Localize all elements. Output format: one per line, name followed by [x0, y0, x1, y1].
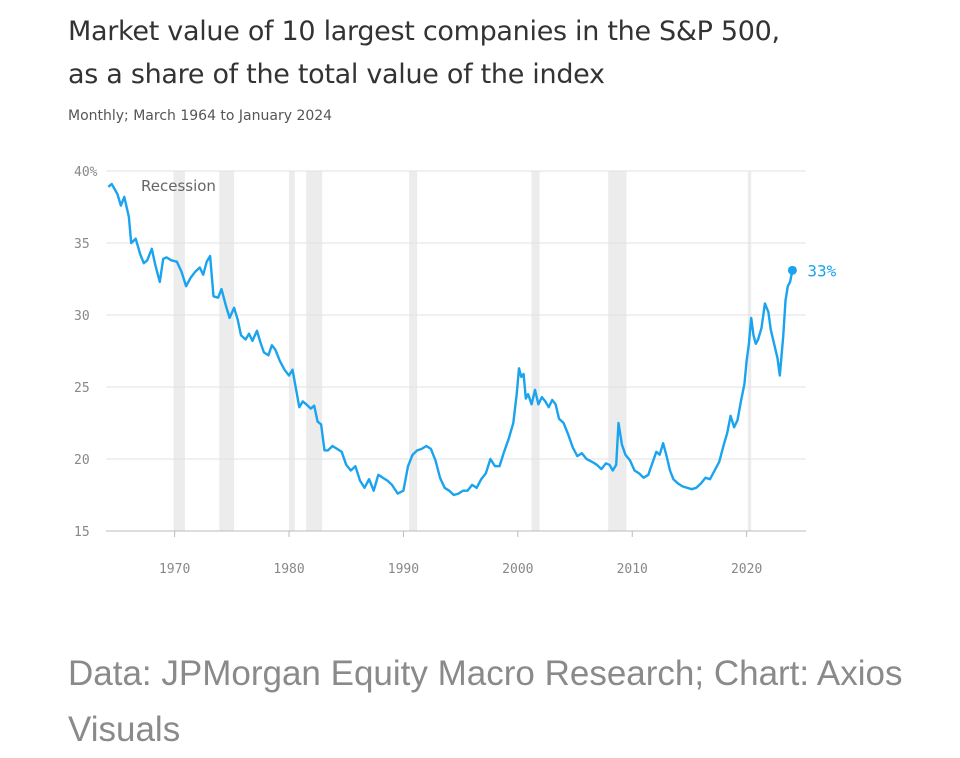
y-tick-label: 40% — [74, 165, 98, 180]
chart-title-line-2: as a share of the total value of the ind… — [68, 59, 605, 90]
y-tick-label: 15 — [74, 525, 90, 540]
x-tick-label: 1980 — [273, 562, 304, 577]
end-value-label: 33% — [807, 261, 836, 280]
recession-band — [608, 171, 627, 531]
recession-band — [306, 171, 323, 531]
chart-title: Market value of 10 largest companies in … — [68, 10, 928, 96]
x-tick-label: 2000 — [502, 562, 533, 577]
axis-labels: 15 20 25 30 35 40% 1970 1980 1990 2000 2010 2020 — [74, 165, 762, 577]
chart-subtitle: Monthly; March 1964 to January 2024 — [68, 108, 333, 124]
y-tick-label: 20 — [74, 453, 90, 468]
recession-band — [409, 171, 418, 531]
x-tick-label: 1990 — [388, 562, 419, 577]
gridlines — [106, 170, 806, 537]
recession-band — [747, 171, 752, 531]
y-tick-label: 30 — [74, 309, 90, 324]
recession-band — [173, 171, 185, 531]
x-tick-label: 2010 — [617, 562, 648, 577]
chart-title-line-1: Market value of 10 largest companies in … — [68, 16, 780, 47]
y-tick-label: 35 — [74, 237, 90, 252]
recession-band — [289, 171, 295, 531]
source-note: Data: JPMorgan Equity Macro Research; Ch… — [68, 654, 903, 749]
recession-band — [531, 171, 540, 531]
series-line — [107, 182, 794, 497]
y-tick-label: 25 — [74, 381, 90, 396]
x-tick-label: 2020 — [731, 562, 762, 577]
x-tick-label: 1970 — [159, 562, 190, 577]
recession-band — [219, 171, 235, 531]
recession-bands — [173, 171, 752, 531]
series-layer: 33% — [107, 182, 837, 497]
recession-label: Recession — [141, 177, 216, 195]
end-point-marker — [787, 265, 797, 275]
line-chart: 15 20 25 30 35 40% 1970 1980 1990 2000 2010 2020 33… — [74, 165, 837, 577]
